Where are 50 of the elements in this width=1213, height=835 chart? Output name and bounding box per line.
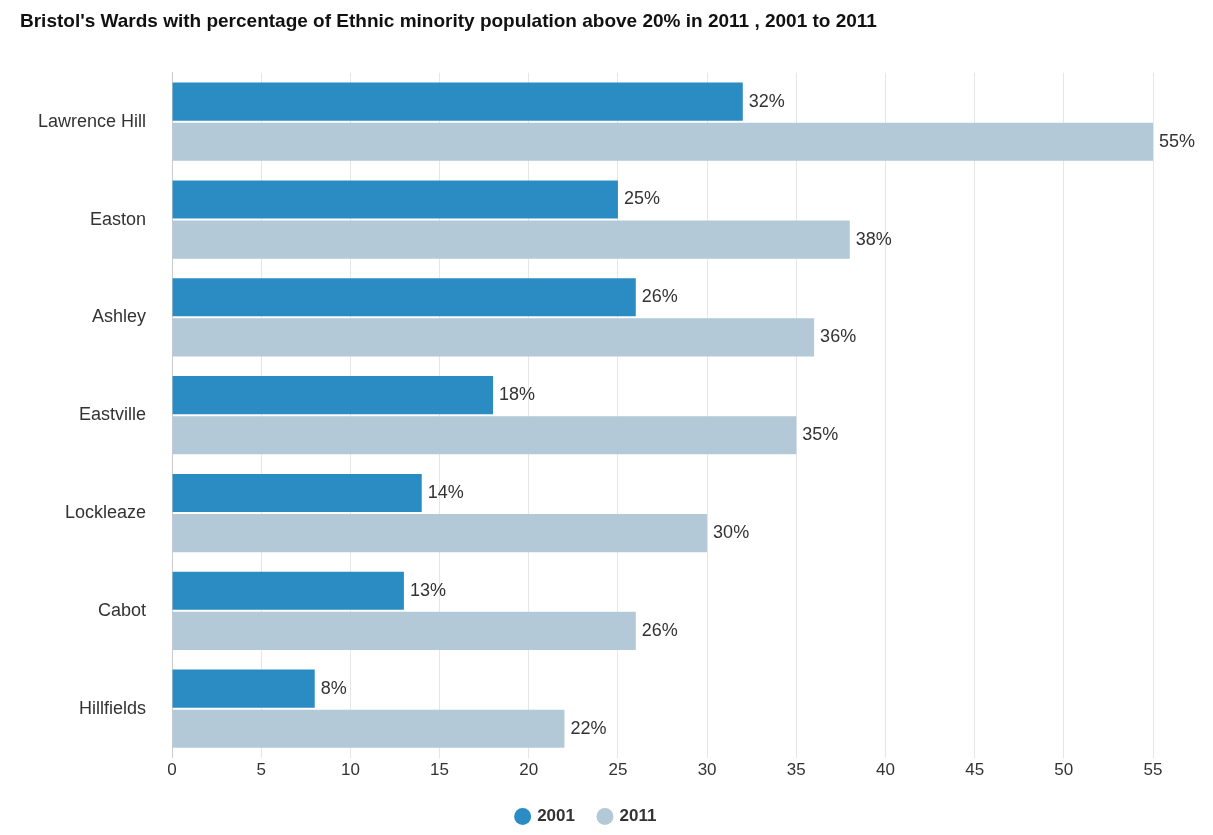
y-tick-label: Eastville	[79, 404, 147, 425]
y-tick-label: Easton	[90, 208, 147, 229]
legend-label: 2001	[537, 806, 575, 826]
bar	[172, 318, 815, 357]
bar	[172, 220, 850, 259]
x-tick-label: 45	[965, 760, 985, 780]
x-tick-label: 20	[519, 760, 539, 780]
data-label: 26%	[641, 286, 678, 307]
bar	[172, 571, 404, 610]
x-tick-label: 35	[786, 760, 806, 780]
bar	[172, 514, 708, 553]
bar	[172, 180, 618, 219]
data-label: 25%	[623, 188, 660, 209]
data-label: 22%	[570, 717, 607, 738]
x-tick-label: 5	[256, 760, 266, 780]
bar	[172, 416, 797, 455]
chart-title: Bristol's Wards with percentage of Ethnic minority population above 20% in 2011 , 2001 to 2011	[20, 9, 878, 31]
data-label: 36%	[820, 326, 857, 347]
y-tick-label: Lockleaze	[64, 502, 147, 522]
data-label: 35%	[802, 424, 839, 445]
bar	[172, 709, 565, 748]
y-tick-label: Hillfields	[79, 697, 147, 718]
legend-label: 2011	[619, 806, 657, 826]
y-tick-label: Cabot	[98, 599, 147, 620]
data-label: 55%	[1159, 130, 1196, 151]
data-label: 26%	[641, 619, 678, 640]
bar	[172, 473, 422, 513]
bar	[172, 376, 494, 415]
bar	[172, 669, 315, 708]
x-tick-label: 55	[1143, 760, 1163, 780]
y-tick-label: Ashley	[92, 306, 147, 327]
data-label: 30%	[713, 522, 750, 543]
x-tick-label: 25	[608, 760, 628, 780]
x-tick-label: 40	[876, 760, 895, 780]
bar	[172, 611, 636, 650]
data-label: 13%	[409, 579, 446, 600]
x-tick-label: 10	[340, 760, 360, 780]
bar	[172, 122, 1153, 161]
data-label: 18%	[499, 384, 536, 405]
data-label: 38%	[855, 228, 892, 249]
data-label: 32%	[748, 90, 785, 111]
bar	[172, 82, 743, 121]
data-label: 14%	[427, 481, 464, 502]
data-label: 8%	[320, 677, 347, 698]
x-tick-label: 50	[1054, 760, 1074, 780]
x-tick-label: 0	[167, 760, 177, 780]
x-tick-label: 15	[430, 760, 450, 780]
y-tick-label: Lawrence Hill	[38, 110, 147, 131]
x-tick-label: 30	[697, 760, 717, 780]
bar	[172, 278, 636, 317]
